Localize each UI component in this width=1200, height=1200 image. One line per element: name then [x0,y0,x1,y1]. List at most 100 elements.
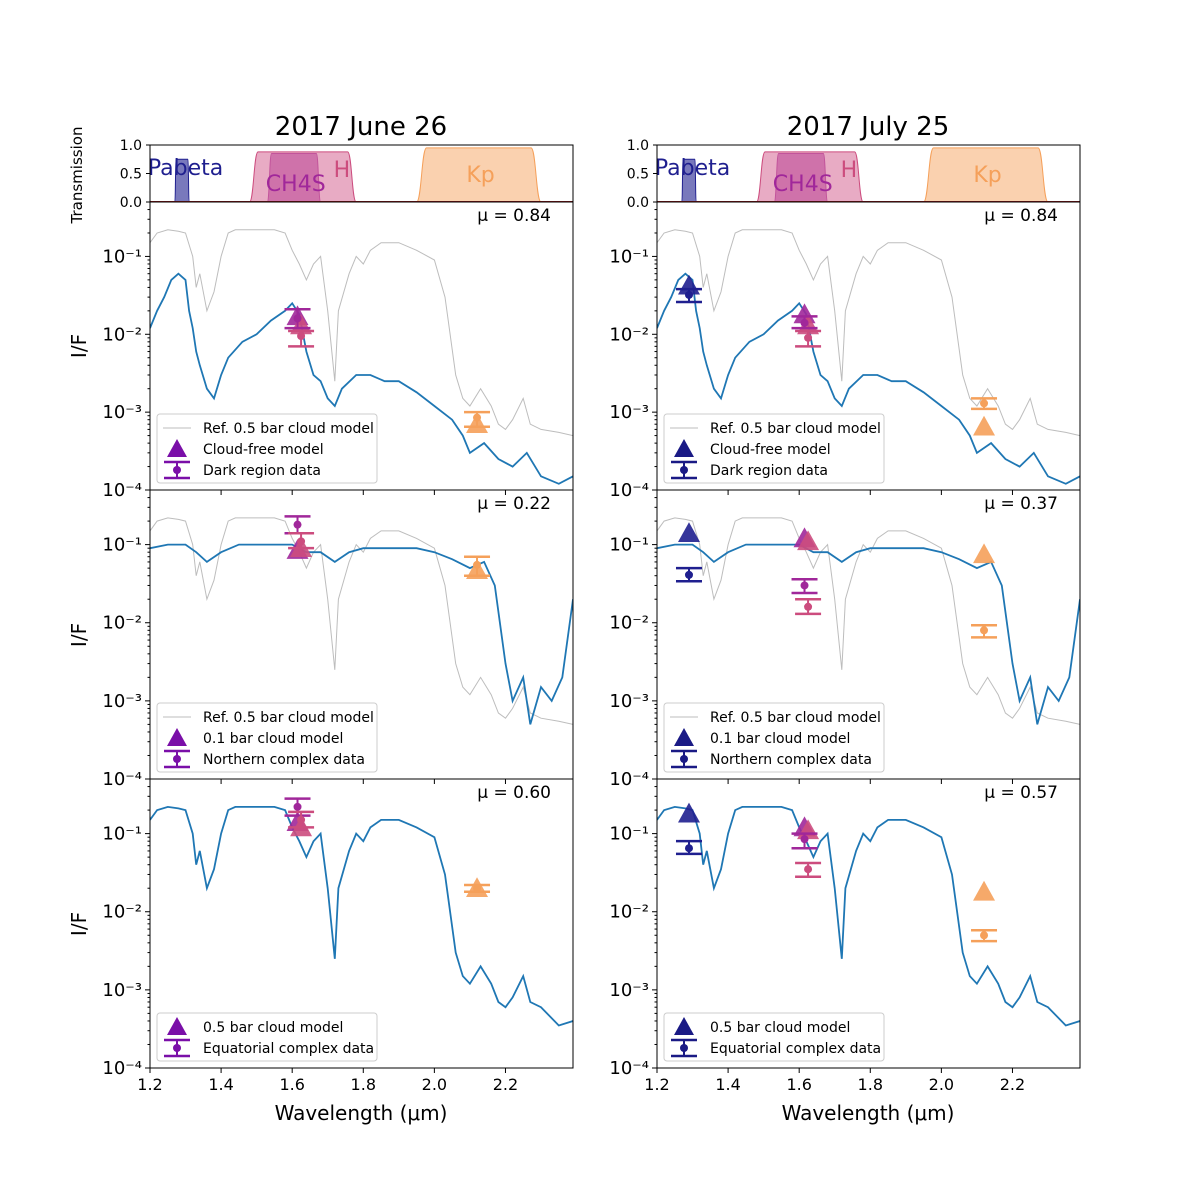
data-point [804,865,813,874]
data-point [684,290,693,299]
model-marker-triangle [973,415,996,436]
cloud-free-spectrum [657,272,1080,485]
x-tick-label: 2.0 [422,1075,447,1094]
model-spectrum-0-1bar [150,543,573,725]
model-marker-triangle [797,530,820,551]
x-tick-label: 1.2 [137,1075,162,1094]
filter-label-pabeta: Pabeta [655,156,730,181]
plot-area [657,517,1080,725]
mu-label: μ = 0.37 [984,494,1058,514]
y-tick-label: 10⁻² [102,902,142,923]
legend-label: Equatorial complex data [203,1041,374,1057]
legend-swatch-triangle [674,1017,694,1035]
transmission-tick-label: 0.0 [120,195,142,211]
data-point [473,884,482,893]
y-tick-label: 10⁻⁴ [102,769,142,790]
model-marker-triangle [677,522,700,542]
x-axis-label-right: Wavelength (μm) [782,1101,955,1125]
legend-label: Ref. 0.5 bar cloud model [203,421,374,437]
legend-swatch-point [173,755,181,763]
filter-label-kp: Kp [973,163,1001,188]
y-tick-label: 10⁻⁴ [609,769,649,790]
legend-label: 0.5 bar cloud model [203,1020,343,1036]
filter-label-h: H [841,158,858,183]
transmission-panel: Pabeta CH4S H Kp 1.0 0.5 0.0 [120,138,574,211]
transmission-tick-label: 1.0 [120,138,142,154]
x-tick-label: 1.8 [351,1075,376,1094]
transmission-tick-label: 0.5 [120,167,142,183]
model-spectrum-0-5bar [150,805,573,1027]
legend-box [663,413,885,484]
legend-label: Ref. 0.5 bar cloud model [203,710,374,726]
legend-box [156,413,378,484]
data-point [804,602,813,611]
filter-curve-pabeta [681,158,697,203]
cloud-free-spectrum [150,272,573,485]
y-tick-label: 10⁻³ [609,402,649,423]
legend-label: Dark region data [710,463,828,479]
x-tick-label: 1.8 [858,1075,883,1094]
filter-label-ch4s: CH4S [773,172,833,197]
legend-swatch-triangle [167,728,187,746]
mu-label: μ = 0.57 [984,783,1058,803]
y-tick-label: 10⁻² [609,902,649,923]
x-tick-label: 1.4 [208,1075,233,1094]
filter-label-ch4s: CH4S [266,172,326,197]
x-tick-label: 1.4 [715,1075,740,1094]
filter-curve-kp [416,147,542,203]
transmission-panel: Pabeta CH4S H Kp 1.0 0.5 0.0 [627,138,1081,211]
legend-box [156,702,378,773]
legend-label: Ref. 0.5 bar cloud model [710,421,881,437]
x-tick-label: 2.0 [929,1075,954,1094]
model-spectrum-0-5bar [657,805,1080,1027]
data-point [800,581,809,590]
legend-label: Ref. 0.5 bar cloud model [710,710,881,726]
legend-label: Equatorial complex data [710,1041,881,1057]
legend-swatch-point [173,1044,181,1052]
y-tick-label: 10⁻¹ [609,824,649,845]
data-point [980,931,989,940]
y-tick-label: 10⁻⁴ [609,1058,649,1079]
data-point [684,570,693,579]
filter-curve-h [249,151,357,203]
y-tick-label: 10⁻² [102,324,142,345]
y-tick-label: 10⁻³ [102,980,142,1001]
y-tick-label: 10⁻³ [609,980,649,1001]
legend-label: Dark region data [203,463,321,479]
data-point [804,333,813,342]
y-axis-label-row2: I/F [67,623,91,647]
transmission-tick-label: 1.0 [627,138,649,154]
plot-area [150,797,573,1027]
ref-model-spectrum [657,229,1080,437]
y-tick-label: 10⁻⁴ [102,1058,142,1079]
model-marker-triangle [973,880,996,901]
ref-model-spectrum [150,229,573,437]
transmission-tick-label: 0.5 [627,167,649,183]
legend-label: 0.5 bar cloud model [710,1020,850,1036]
x-tick-label: 1.6 [279,1075,304,1094]
data-point [293,314,302,323]
filter-label-h: H [334,158,351,183]
model-marker-triangle [677,802,700,823]
legend-label: Northern complex data [710,752,872,768]
legend-swatch-triangle [674,439,694,457]
x-tick-label: 2.2 [1000,1075,1025,1094]
y-tick-label: 10⁻³ [102,402,142,423]
data-point [297,332,306,341]
plot-area [150,515,573,725]
legend-label: 0.1 bar cloud model [203,731,343,747]
model-spectrum-0-1bar [657,543,1080,725]
filter-label-kp: Kp [466,163,494,188]
legend-swatch-triangle [167,439,187,457]
data-point [684,844,693,853]
filter-curve-kp [923,147,1049,203]
transmission-tick-label: 0.0 [627,195,649,211]
data-point [800,318,809,327]
column-title-july: 2017 July 25 [787,112,950,142]
data-point [980,399,989,408]
y-tick-label: 10⁻² [102,613,142,634]
filter-label-pabeta: Pabeta [148,156,223,181]
data-point [980,626,989,635]
legend-swatch-triangle [167,1017,187,1035]
y-tick-label: 10⁻³ [609,691,649,712]
